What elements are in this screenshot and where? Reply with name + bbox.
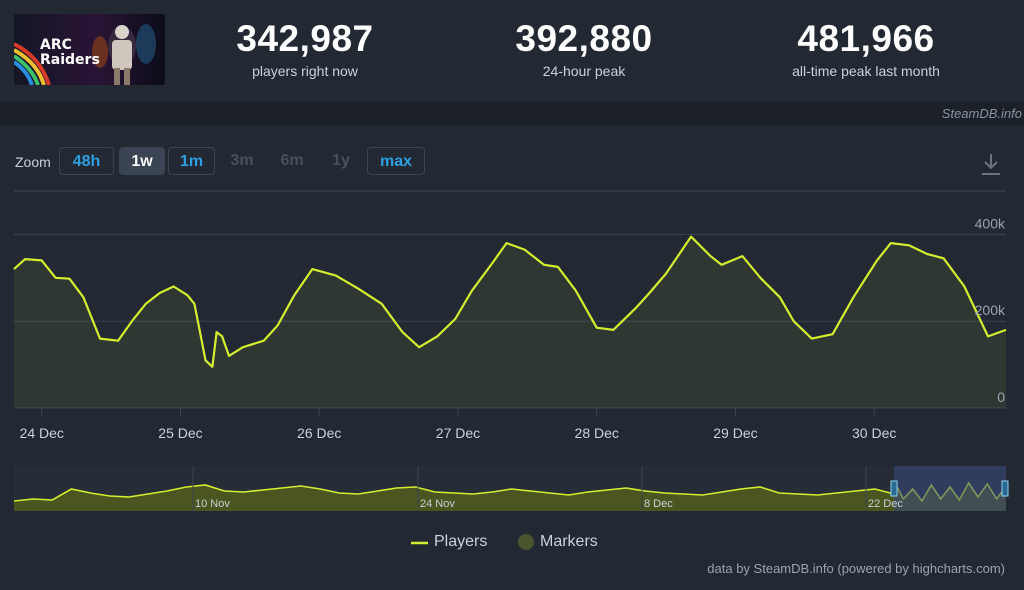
arc-raiders-capsule-art: ARC Raiders	[14, 14, 165, 85]
stat-24h-peak: 392,880 24-hour peak	[454, 18, 714, 79]
x-tick-label: 29 Dec	[713, 425, 757, 441]
x-tick-label: 28 Dec	[575, 425, 619, 441]
x-tick-label: 26 Dec	[297, 425, 341, 441]
zoom-6m-button: 6m	[280, 152, 304, 169]
stat-label: all-time peak last month	[792, 63, 940, 79]
logo-text-raiders: Raiders	[40, 52, 100, 68]
legend-players-label[interactable]: Players	[434, 533, 488, 550]
navigator-area	[14, 481, 1006, 511]
logo-text-arc: ARC	[40, 37, 72, 53]
main-area	[14, 236, 1006, 408]
navigator-selection	[894, 466, 1006, 511]
navigator-tick-label: 10 Nov	[195, 498, 230, 510]
y-tick-label: 0	[997, 389, 1005, 405]
steamdb-attribution[interactable]: SteamDB.info	[941, 106, 1022, 121]
zoom-48h-button[interactable]: 48h	[59, 147, 114, 175]
x-axis: 24 Dec 25 Dec 26 Dec 27 Dec 28 Dec 29 Dec 30 D…	[20, 408, 896, 441]
legend-markers-symbol	[518, 534, 534, 550]
x-tick-label: 27 Dec	[436, 425, 480, 441]
stat-label: players right now	[252, 63, 358, 79]
stat-all-time-peak: 481,966 all-time peak last month	[736, 18, 996, 79]
legend	[411, 534, 534, 550]
download-icon[interactable]	[979, 151, 1003, 177]
stat-label: 24-hour peak	[542, 63, 626, 79]
stat-value: 392,880	[515, 18, 653, 59]
y-axis: 400k 200k 0	[975, 215, 1006, 405]
players-line	[13, 235, 1007, 368]
x-tick-label: 30 Dec	[852, 425, 896, 441]
y-tick-label: 200k	[975, 302, 1006, 318]
x-tick-label: 24 Dec	[20, 425, 64, 441]
navigator-tick-label: 8 Dec	[644, 498, 673, 510]
main-line	[13, 235, 1007, 368]
navigator-handle-left	[890, 480, 898, 497]
navigator-tick-label: 24 Nov	[420, 498, 455, 510]
navigator-handle-right	[1001, 480, 1009, 497]
stats-header	[0, 0, 1024, 102]
zoom-1y-button: 1y	[332, 152, 350, 169]
stat-value: 342,987	[236, 18, 374, 59]
zoom-max-button[interactable]: max	[367, 147, 425, 175]
players-area	[14, 236, 1006, 408]
y-tick-label: 400k	[975, 215, 1006, 231]
game-logo[interactable]: ARC Raiders	[14, 14, 165, 85]
navigator-tick-label: 22 Dec	[868, 498, 903, 510]
chart-credit[interactable]: data by SteamDB.info (powered by highcha…	[707, 561, 1005, 576]
zoom-1m-button[interactable]: 1m	[168, 147, 215, 175]
chart-panel	[0, 125, 1024, 590]
zoom-label: Zoom	[15, 154, 51, 170]
zoom-1w-button[interactable]: 1w	[119, 147, 165, 175]
x-tick-label: 25 Dec	[158, 425, 202, 441]
stat-players-now: 342,987 players right now	[175, 18, 435, 79]
stat-value: 481,966	[797, 18, 935, 59]
legend-markers-label[interactable]: Markers	[540, 533, 598, 550]
zoom-3m-button: 3m	[230, 152, 254, 169]
chart-grid	[14, 190, 1006, 409]
navigator[interactable]: 10 Nov 24 Nov 8 Dec 22 Dec	[13, 466, 1009, 511]
